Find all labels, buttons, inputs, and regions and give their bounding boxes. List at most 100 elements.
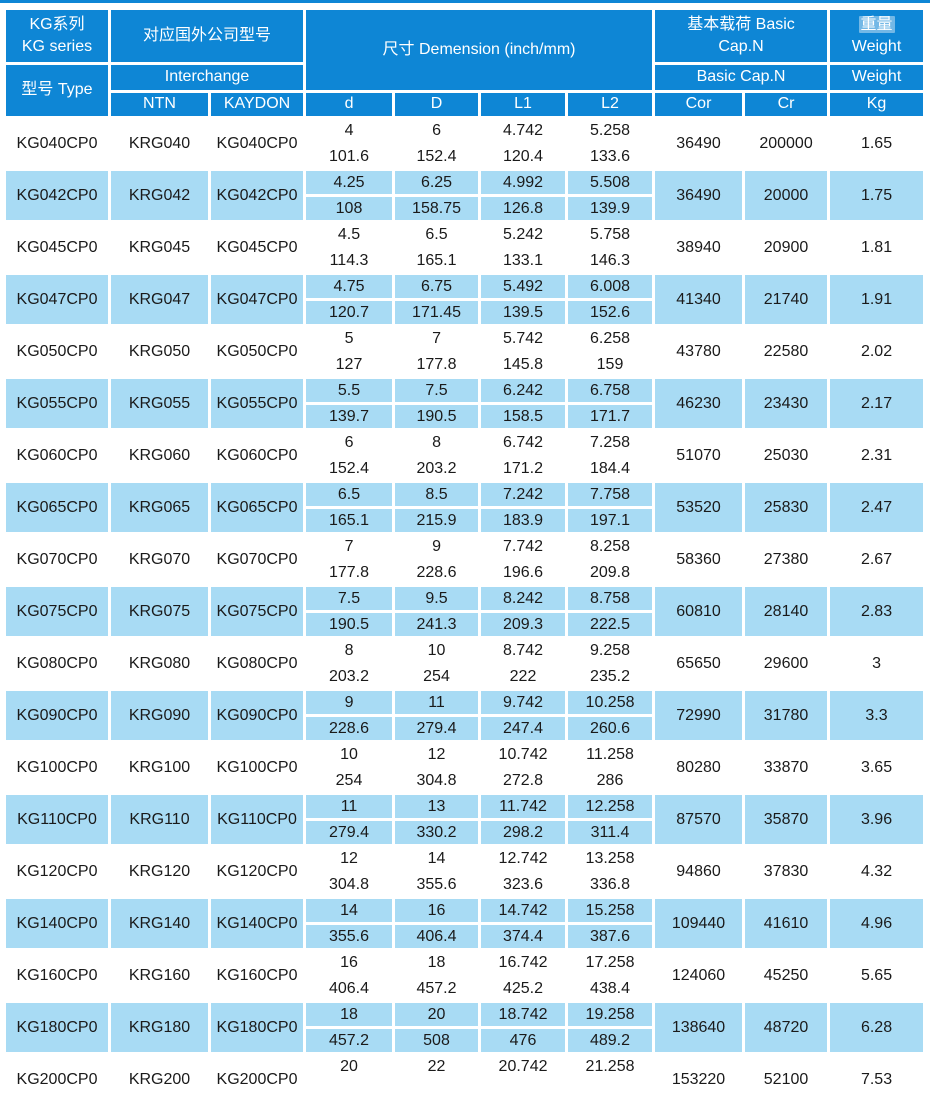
cell-D-inch: 9.5 <box>395 587 479 610</box>
cell-d-inch: 14 <box>306 899 393 922</box>
cell-kaydon: KG100CP0 <box>211 743 304 792</box>
table-row-mm: 120.7 171.45 139.5 152.6 <box>6 301 923 324</box>
cell-l2-inch: 5.508 <box>568 171 653 194</box>
cell-cor: 80280 <box>655 743 743 792</box>
cell-d-mm: 304.8 <box>306 873 393 896</box>
table-row: KG120CP0 KRG120 KG120CP0 12 14 12.742 13.258 94… <box>6 847 924 896</box>
cell-cor: 153220 <box>655 1055 743 1104</box>
cell-type: KG180CP0 <box>6 1003 108 1052</box>
cell-D-mm: 355.6 <box>395 873 479 896</box>
table-row-mm: 127 177.8 145.8 159 <box>6 353 923 376</box>
cell-d-mm: 165.1 <box>306 509 393 532</box>
cell-l1-inch: 6.742 <box>481 431 566 454</box>
cell-l2-mm: 286 <box>568 769 653 792</box>
cell-cr: 28140 <box>745 587 828 636</box>
cell-type: KG070CP0 <box>6 535 108 584</box>
table-row: KG180CP0 KRG180 KG180CP0 18 20 18.742 19.258 13… <box>6 1003 924 1052</box>
cell-D-mm <box>395 1081 479 1104</box>
cell-ntn: KRG050 <box>111 327 208 376</box>
cell-ntn: KRG075 <box>111 587 208 636</box>
table-row-mm: 203.2 254 222 235.2 <box>6 665 923 688</box>
cell-cor: 46230 <box>655 379 743 428</box>
cell-cr: 35870 <box>745 795 828 844</box>
cell-kg: 1.65 <box>830 119 924 168</box>
cell-l1-mm: 158.5 <box>481 405 566 428</box>
cell-ntn: KRG110 <box>111 795 208 844</box>
cell-l1-inch: 7.242 <box>481 483 566 506</box>
cell-d-mm: 279.4 <box>306 821 393 844</box>
cell-l2-inch: 8.758 <box>568 587 653 610</box>
cell-type: KG040CP0 <box>6 119 108 168</box>
table-row-mm: 304.8 355.6 323.6 336.8 <box>6 873 923 896</box>
cell-D-inch: 7 <box>395 327 479 350</box>
table-row-mm: 355.6 406.4 374.4 387.6 <box>6 925 923 948</box>
cell-l1-mm: 323.6 <box>481 873 566 896</box>
cell-D-mm: 190.5 <box>395 405 479 428</box>
cell-D-inch: 20 <box>395 1003 479 1026</box>
table-row: KG047CP0 KRG047 KG047CP0 4.75 6.75 5.492 6.008… <box>6 275 924 324</box>
cell-kg: 7.53 <box>830 1055 924 1104</box>
table-row: KG110CP0 KRG110 KG110CP0 11 13 11.742 12.258 87… <box>6 795 924 844</box>
cell-d-mm: 101.6 <box>306 145 393 168</box>
header-row-columns: NTN KAYDON d D L1 L2 Cor Cr Kg <box>6 93 924 116</box>
cell-d-inch: 7.5 <box>306 587 393 610</box>
table-row-mm: 228.6 279.4 247.4 260.6 <box>6 717 923 740</box>
cell-l2-inch: 6.258 <box>568 327 653 350</box>
cell-d-mm: 190.5 <box>306 613 393 636</box>
cell-D-inch: 11 <box>395 691 479 714</box>
cell-ntn: KRG055 <box>111 379 208 428</box>
cell-l1-inch: 10.742 <box>481 743 566 766</box>
table-body: KG040CP0 KRG040 KG040CP0 4 6 4.742 5.258 36490 2… <box>6 119 924 1104</box>
cell-D-inch: 6.5 <box>395 223 479 246</box>
cell-l1-mm: 298.2 <box>481 821 566 844</box>
cell-kg: 1.75 <box>830 171 924 220</box>
cell-l2-mm: 235.2 <box>568 665 653 688</box>
header-dimension: 尺寸 Demension (inch/mm) <box>306 10 653 90</box>
cell-D-inch: 14 <box>395 847 479 870</box>
cell-kg: 2.83 <box>830 587 924 636</box>
cell-l1-mm: 133.1 <box>481 249 566 272</box>
header-basic-cap-line2: Cap.N <box>718 38 764 55</box>
cell-l2-mm: 209.8 <box>568 561 653 584</box>
cell-l2-inch: 6.008 <box>568 275 653 298</box>
header-col-d: d <box>306 93 393 116</box>
cell-kaydon: KG200CP0 <box>211 1055 304 1104</box>
header-basic-cap-line1: 基本载荷 Basic <box>687 15 795 33</box>
cell-kaydon: KG060CP0 <box>211 431 304 480</box>
header-type: 型号 Type <box>6 65 108 116</box>
cell-l2-mm: 171.7 <box>568 405 653 428</box>
cell-D-mm: 304.8 <box>395 769 479 792</box>
cell-type: KG065CP0 <box>6 483 108 532</box>
cell-D-inch: 18 <box>395 951 479 974</box>
cell-cr: 25030 <box>745 431 828 480</box>
cell-ntn: KRG160 <box>111 951 208 1000</box>
cell-l2-inch: 10.258 <box>568 691 653 714</box>
header-kg-series-line2: KG series <box>21 38 93 55</box>
cell-D-mm: 158.75 <box>395 197 479 220</box>
header-kg-series-line1: KG系列 <box>29 15 85 33</box>
cell-l1-inch: 16.742 <box>481 951 566 974</box>
cell-D-mm: 406.4 <box>395 925 479 948</box>
cell-d-inch: 6 <box>306 431 393 454</box>
table-row-mm: 165.1 215.9 183.9 197.1 <box>6 509 923 532</box>
cell-d-inch: 6.5 <box>306 483 393 506</box>
cell-cor: 72990 <box>655 691 743 740</box>
cell-l1-mm <box>481 1081 566 1104</box>
cell-l2-mm: 489.2 <box>568 1029 653 1052</box>
table-row: KG075CP0 KRG075 KG075CP0 7.5 9.5 8.242 8.758 60… <box>6 587 924 636</box>
cell-l1-inch: 5.742 <box>481 327 566 350</box>
cell-cor: 65650 <box>655 639 743 688</box>
cell-kg: 3.3 <box>830 691 924 740</box>
cell-l1-inch: 6.242 <box>481 379 566 402</box>
cell-kg: 2.67 <box>830 535 924 584</box>
cell-kg: 3.65 <box>830 743 924 792</box>
cell-d-mm: 228.6 <box>306 717 393 740</box>
table-row-mm: 101.6 152.4 120.4 133.6 <box>6 145 923 168</box>
cell-D-mm: 171.45 <box>395 301 479 324</box>
cell-l2-inch: 5.258 <box>568 119 653 142</box>
cell-l1-inch: 14.742 <box>481 899 566 922</box>
cell-cor: 58360 <box>655 535 743 584</box>
cell-d-inch: 5 <box>306 327 393 350</box>
cell-kg: 2.31 <box>830 431 924 480</box>
cell-D-mm: 165.1 <box>395 249 479 272</box>
